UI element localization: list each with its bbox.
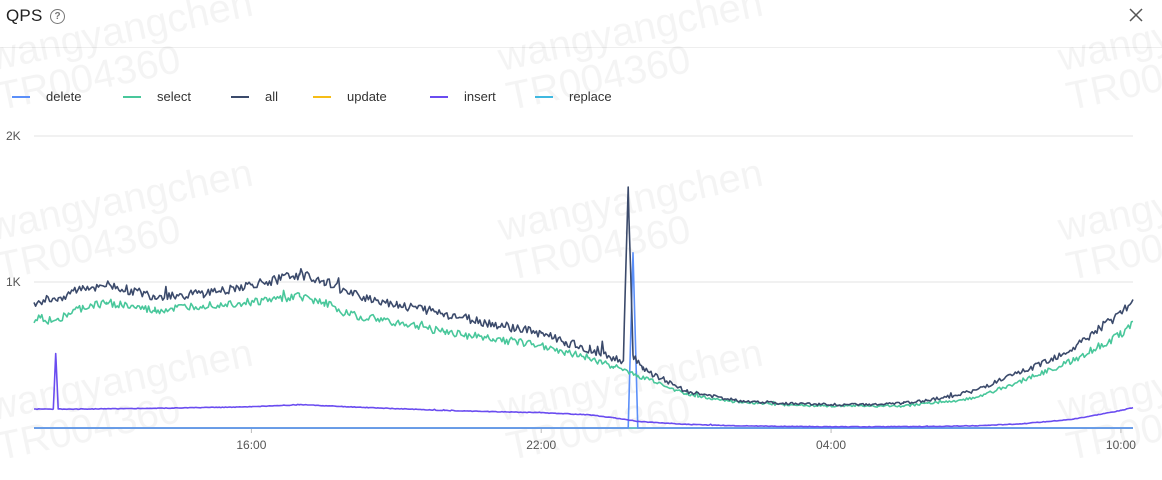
x-tick-label: 10:00 [1106, 438, 1136, 452]
series-line-all [33, 186, 1134, 407]
series-line-delete [34, 252, 1133, 429]
legend-item-all[interactable]: all [231, 86, 278, 108]
legend-label: select [157, 89, 191, 104]
legend-label: all [265, 89, 279, 104]
legend-swatch [535, 95, 553, 98]
legend-item-insert[interactable]: insert [430, 86, 496, 108]
legend-swatch [430, 95, 448, 98]
series-line-insert [34, 352, 1134, 428]
x-tick-label: 04:00 [816, 438, 846, 452]
legend-item-select[interactable]: select [123, 86, 191, 108]
legend-label: update [347, 89, 387, 104]
y-tick-label: 2K [6, 129, 21, 143]
legend-item-replace[interactable]: replace [535, 86, 612, 108]
y-tick-label: 1K [6, 275, 21, 289]
legend-label: delete [46, 89, 82, 104]
help-circle-icon[interactable]: ? [50, 9, 65, 24]
legend-swatch [313, 95, 331, 98]
legend-item-update[interactable]: update [313, 86, 387, 108]
legend-label: replace [569, 89, 612, 104]
legend-swatch [231, 95, 249, 98]
x-tick-label: 22:00 [526, 438, 556, 452]
legend-swatch [123, 95, 141, 98]
chart-title: QPS [6, 6, 43, 25]
legend-label: insert [464, 89, 496, 104]
legend-item-delete[interactable]: delete [12, 86, 81, 108]
series-line-select [33, 289, 1134, 408]
legend-swatch [12, 95, 30, 98]
x-tick-label: 16:00 [236, 438, 266, 452]
close-icon[interactable] [1127, 6, 1145, 24]
chart-header: QPS ? [0, 0, 1162, 48]
